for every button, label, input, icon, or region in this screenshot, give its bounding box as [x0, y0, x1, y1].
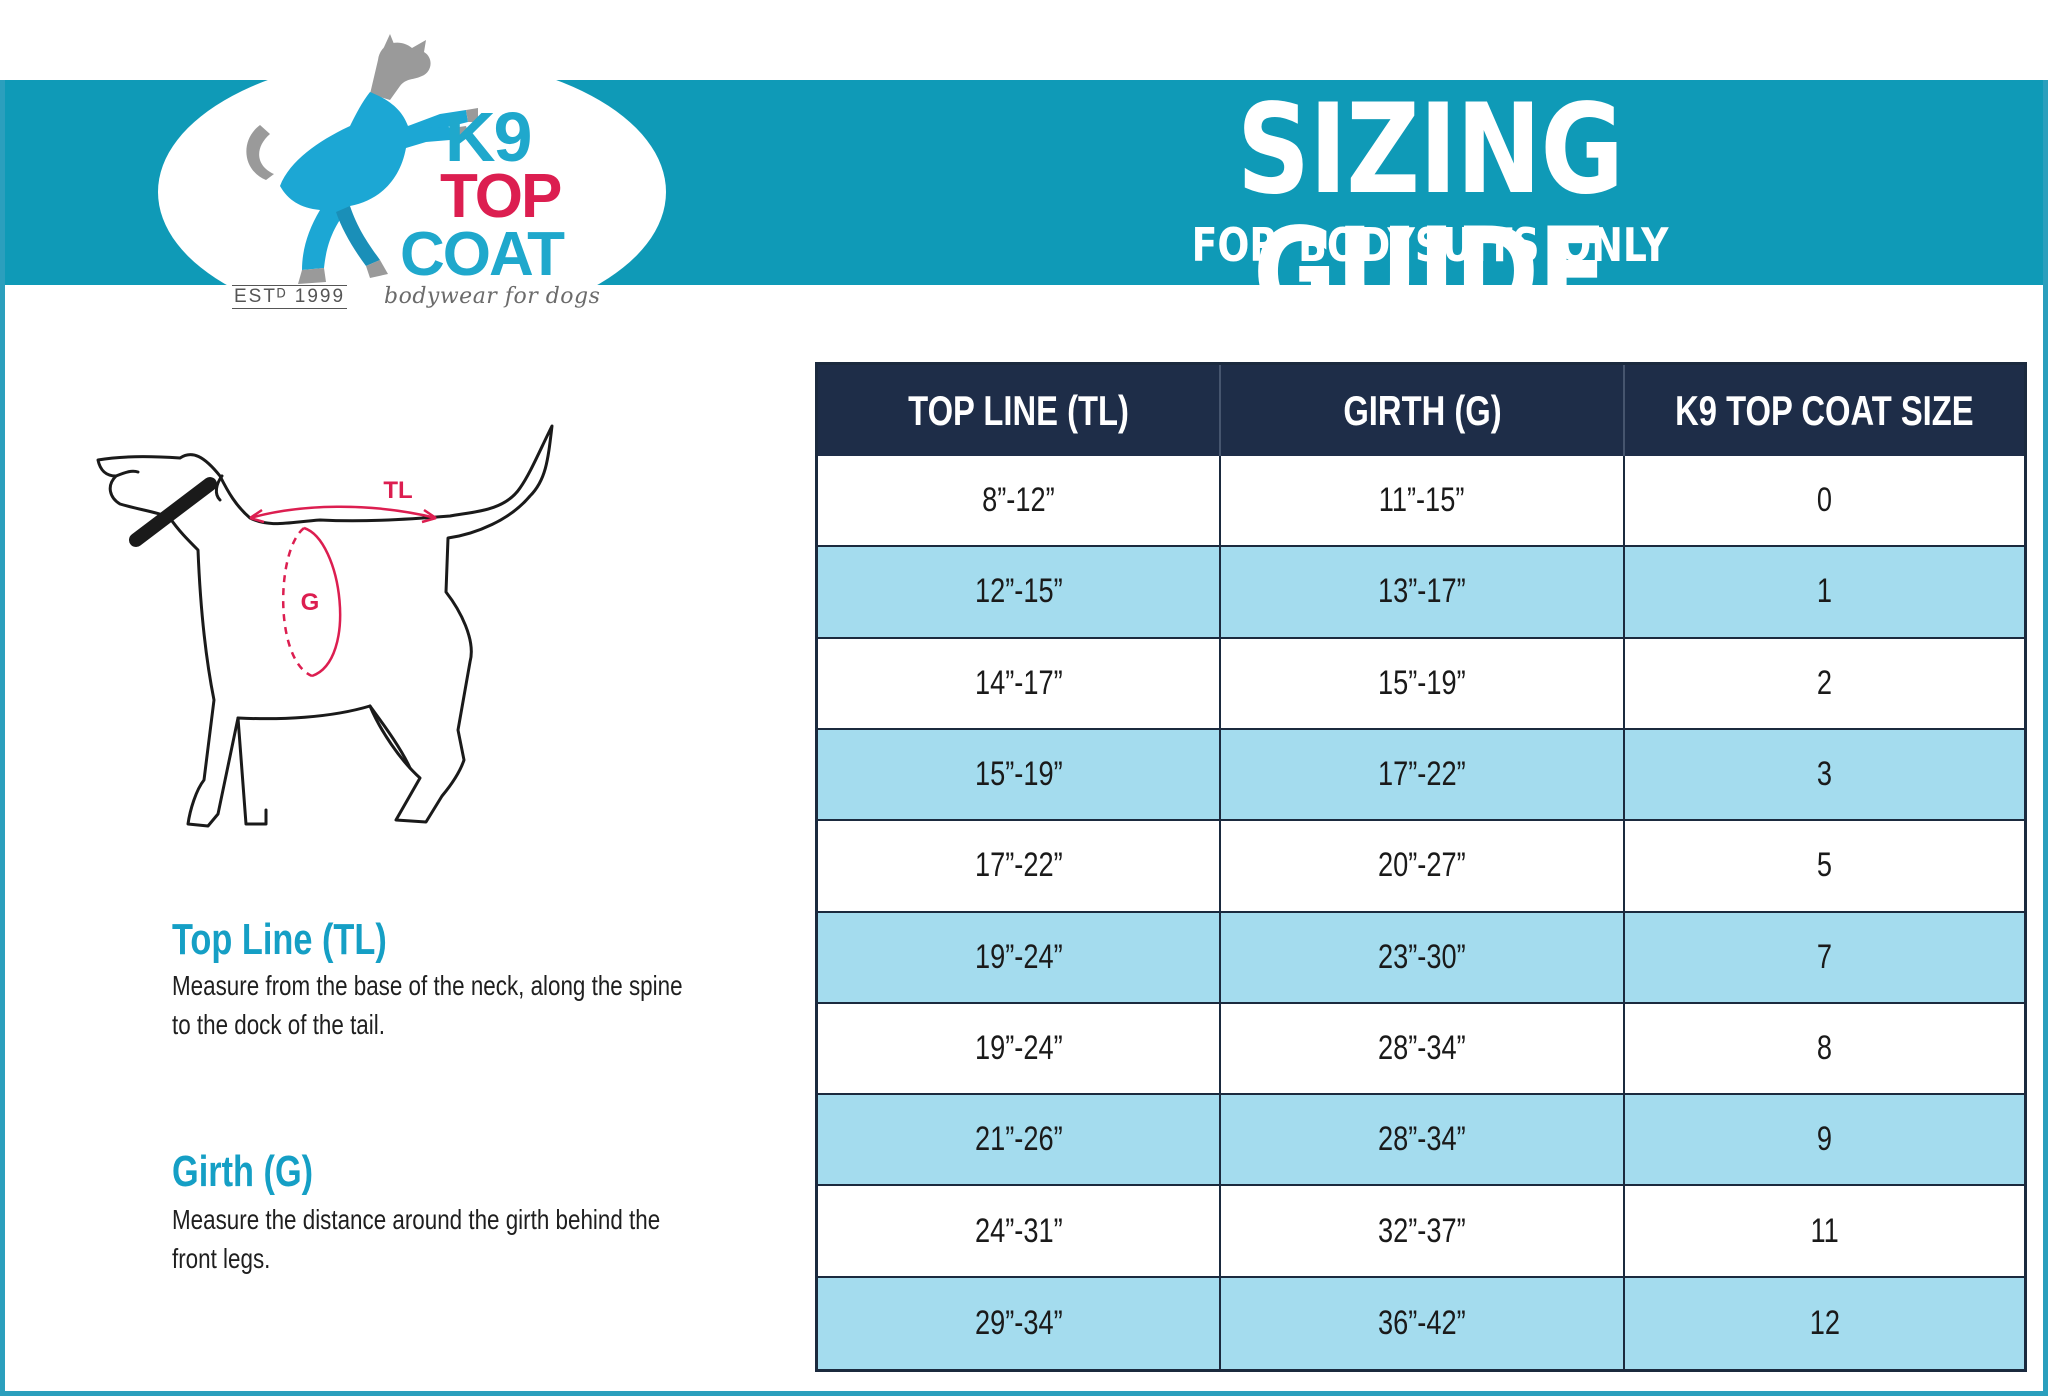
logo-tagline: bodywear for dogs: [384, 284, 601, 309]
girth-cell: 20”-27”: [1221, 821, 1625, 913]
dog-measurement-diagram: TL G: [96, 424, 554, 828]
logo-top-text: TOP: [440, 162, 562, 231]
top-line-cell: 17”-22”: [818, 821, 1221, 913]
girth-cell: 32”-37”: [1221, 1186, 1625, 1278]
header-top-line: TOP LINE (TL): [818, 365, 1221, 456]
size-cell: 7: [1625, 912, 2024, 1004]
page-subtitle: FOR BODYSUITS ONLY: [1191, 218, 1669, 272]
logo-oval: [158, 56, 666, 328]
header-girth: GIRTH (G): [1221, 365, 1625, 456]
top-line-arrow-icon: [249, 505, 437, 520]
size-cell: 3: [1625, 729, 2024, 822]
size-cell: 2: [1625, 639, 2024, 730]
girth-cell: 36”-42”: [1221, 1277, 1625, 1369]
girth-text: Measure the distance around the girth be…: [172, 1204, 661, 1274]
jumping-dog-logo-icon: [246, 34, 478, 284]
header-size: K9 TOP COAT SIZE: [1625, 365, 2024, 456]
top-line-heading: Top Line (TL): [172, 915, 387, 964]
girth-cell: 28”-34”: [1221, 1095, 1625, 1187]
top-line-cell: 14”-17”: [818, 638, 1221, 730]
girth-cell: 11”-15”: [1221, 456, 1625, 548]
page-title: SIZING GUIDE: [1236, 78, 1624, 346]
top-line-cell: 21”-26”: [818, 1095, 1221, 1187]
logo-coat-text: COAT: [400, 220, 565, 289]
girth-cell: 23”-30”: [1221, 912, 1625, 1004]
top-line-cell: 24”-31”: [818, 1186, 1221, 1278]
size-table: TOP LINE (TL) GIRTH (G) K9 TOP COAT SIZE…: [815, 362, 2027, 1372]
girth-cell: 28”-34”: [1221, 1003, 1625, 1096]
top-line-cell: 8”-12”: [818, 456, 1221, 548]
size-cell: 8: [1625, 1004, 2024, 1096]
size-cell: 12: [1625, 1277, 2024, 1369]
tl-label: TL: [383, 477, 412, 504]
size-cell: 5: [1625, 821, 2024, 913]
girth-cell: 17”-22”: [1221, 729, 1625, 822]
girth-heading: Girth (G): [172, 1147, 314, 1196]
girth-cell: 15”-19”: [1221, 638, 1625, 730]
top-line-cell: 19”-24”: [818, 1003, 1221, 1096]
logo-k9-text: K9: [445, 98, 532, 176]
g-label: G: [301, 589, 320, 616]
top-line-cell: 12”-15”: [818, 547, 1221, 639]
top-line-cell: 19”-24”: [818, 912, 1221, 1004]
size-cell: 9: [1625, 1095, 2024, 1187]
girth-solid-icon: [303, 526, 342, 678]
logo-established: ESTᴰ 1999: [232, 285, 348, 309]
top-line-cell: 15”-19”: [818, 729, 1221, 822]
size-cell: 11: [1625, 1186, 2024, 1278]
size-cell: 1: [1625, 547, 2024, 639]
size-cell: 0: [1625, 456, 2024, 548]
girth-dashed-icon: [282, 527, 313, 678]
dog-outline-icon: [96, 424, 554, 828]
page-frame: [0, 80, 2048, 1396]
collar-icon: [129, 477, 217, 547]
girth-cell: 13”-17”: [1221, 547, 1625, 639]
top-line-cell: 29”-34”: [818, 1277, 1221, 1369]
top-line-text: Measure from the base of the neck, along…: [172, 970, 683, 1040]
